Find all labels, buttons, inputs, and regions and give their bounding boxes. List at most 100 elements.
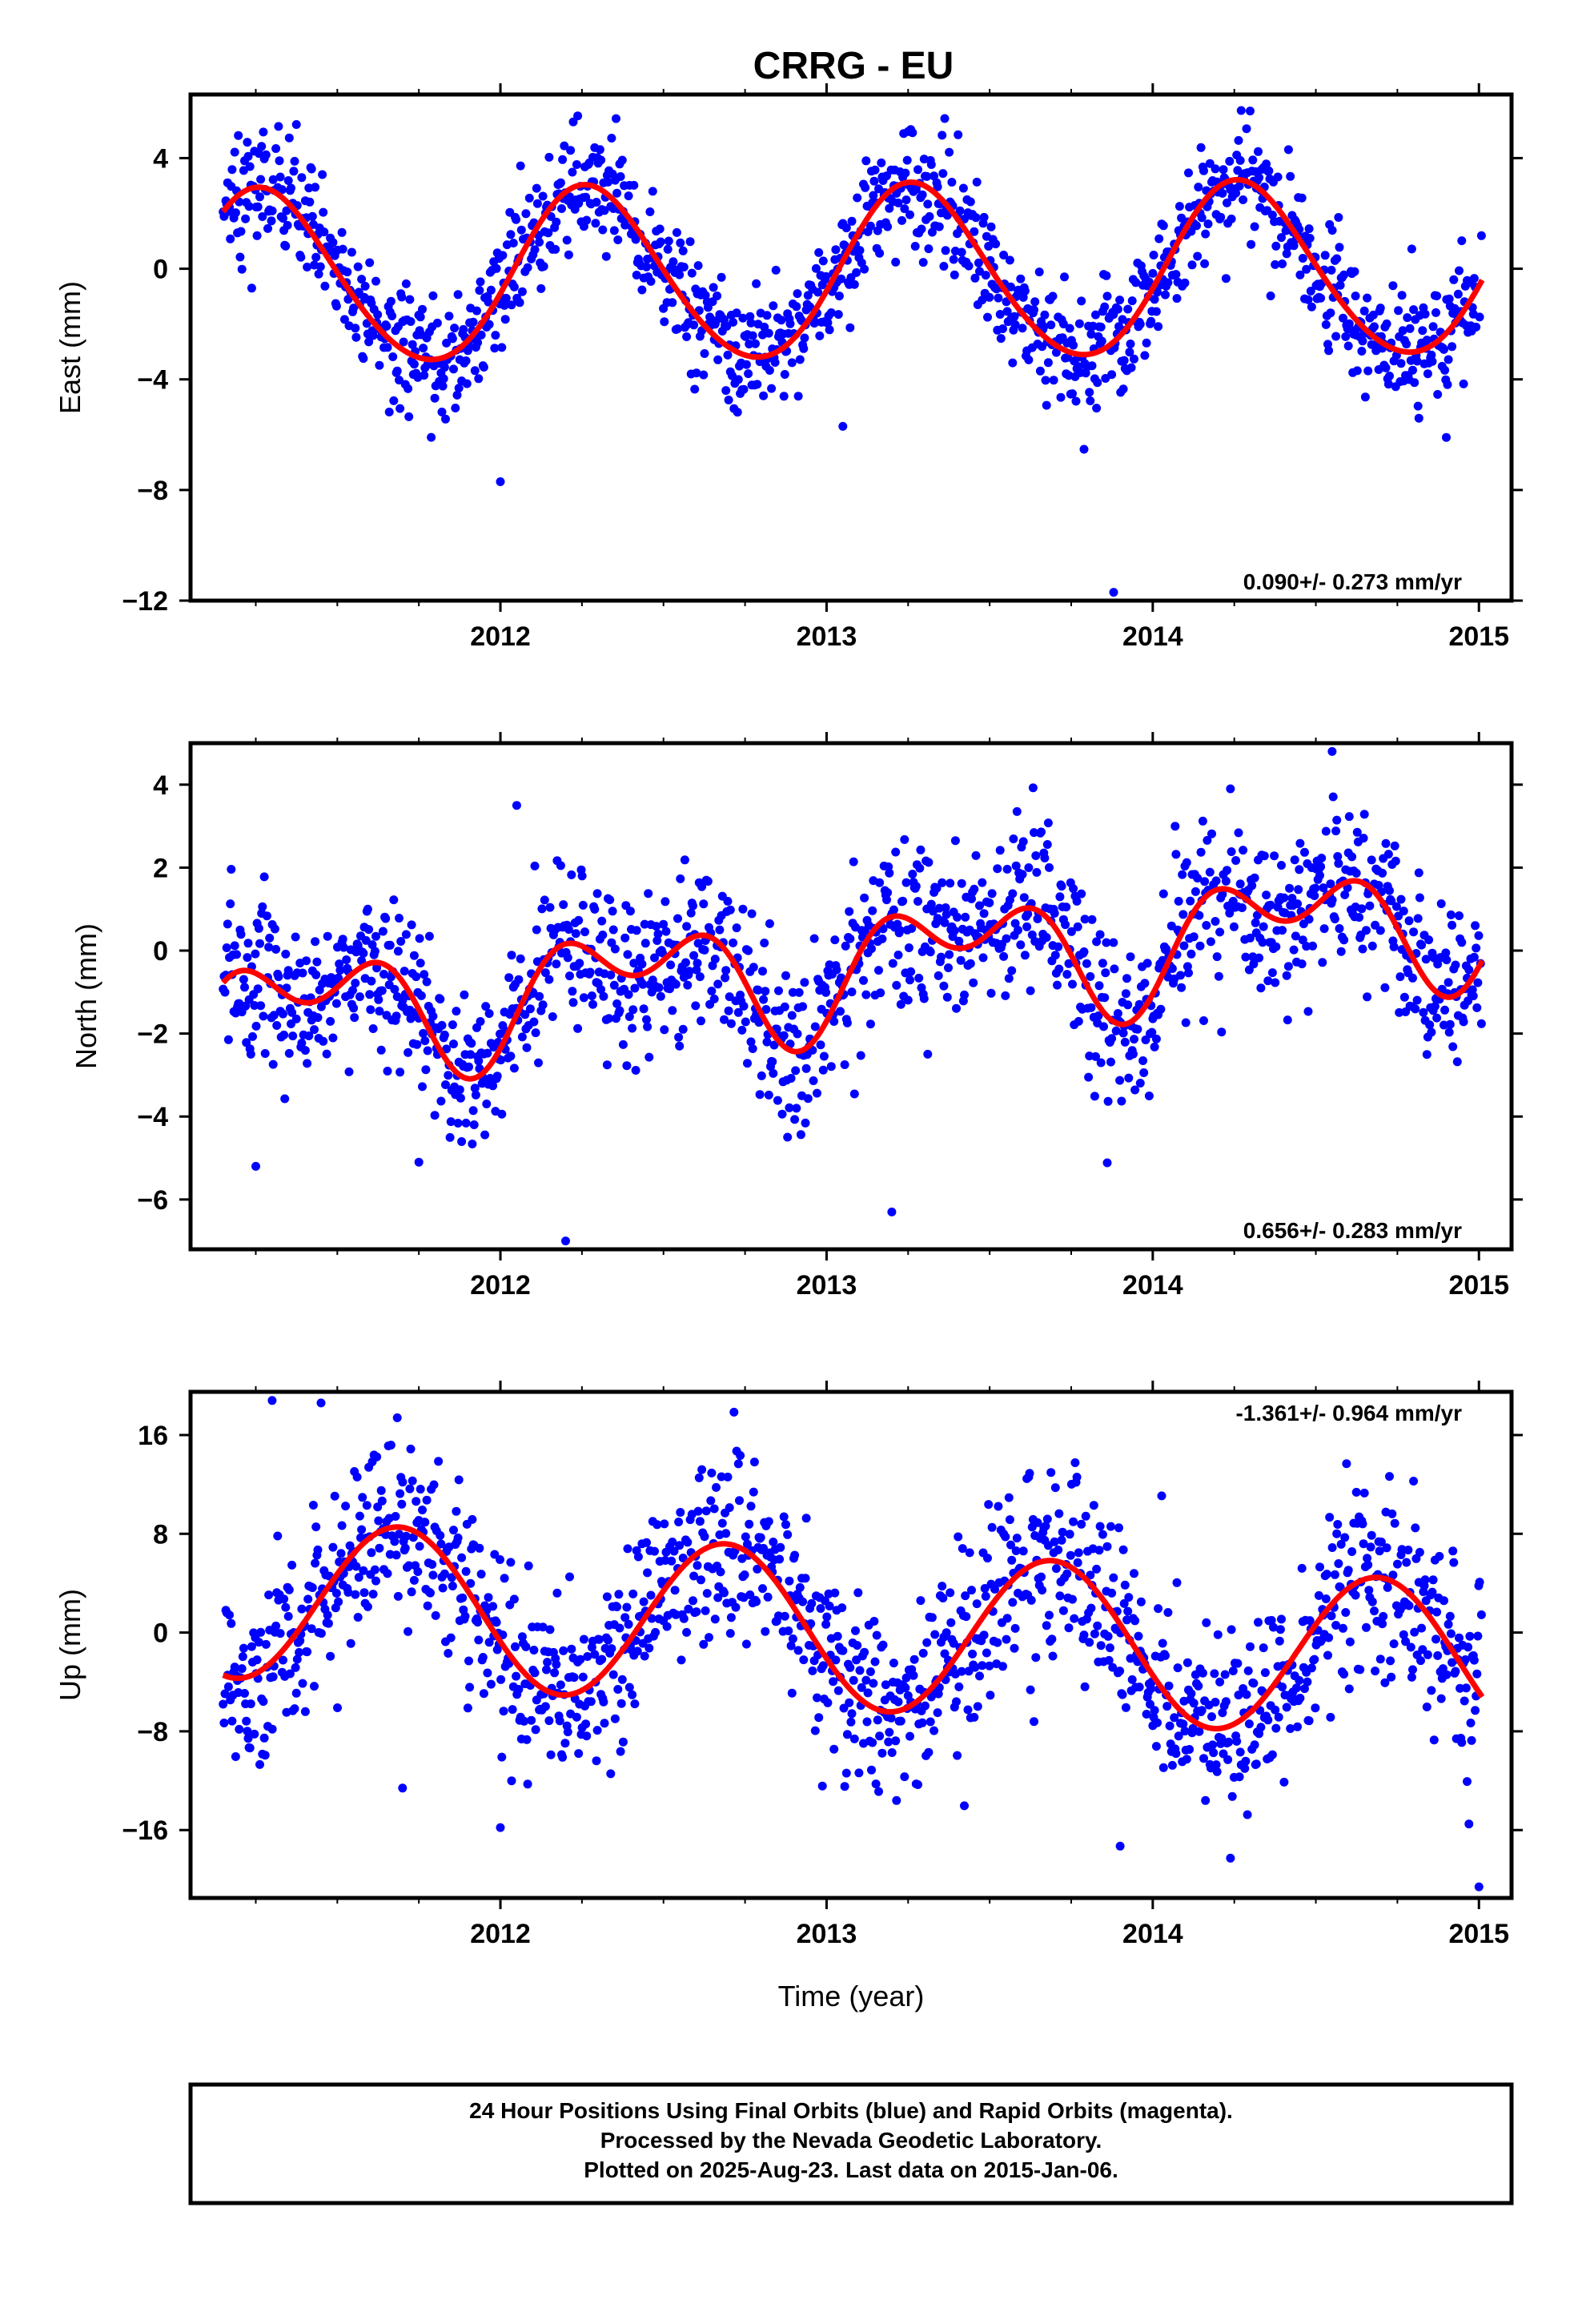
up-data-point [712, 1482, 721, 1492]
up-data-point [753, 1564, 762, 1574]
up-data-point [592, 1756, 601, 1766]
east-data-point [673, 324, 682, 333]
up-data-point [998, 1662, 1007, 1671]
east-data-point [277, 185, 287, 195]
north-data-point [1318, 958, 1327, 967]
east-data-point [709, 283, 718, 292]
up-x-tick-label: 2015 [1448, 1919, 1509, 1949]
up-data-point [607, 1644, 616, 1654]
east-data-point [1410, 378, 1419, 388]
up-data-point [952, 1697, 961, 1707]
up-data-point [1079, 1630, 1089, 1640]
east-data-point [1343, 341, 1353, 351]
east-data-point [1234, 135, 1243, 145]
east-data-point [1233, 166, 1243, 175]
east-data-point [1351, 292, 1360, 301]
north-data-point [1004, 974, 1014, 983]
up-data-point [1428, 1575, 1438, 1585]
north-data-point [1064, 959, 1074, 968]
up-data-point [1386, 1656, 1395, 1666]
up-data-point [1114, 1523, 1123, 1533]
east-data-point [274, 122, 283, 131]
north-data-point [1385, 886, 1394, 895]
east-data-point [234, 131, 243, 140]
east-data-point [1304, 224, 1314, 234]
north-y-tick-label: −6 [137, 1185, 168, 1216]
north-data-point [1378, 868, 1387, 878]
east-data-point [395, 376, 404, 385]
north-data-point [1130, 1035, 1138, 1044]
east-data-point [389, 396, 399, 405]
north-data-point [1170, 822, 1180, 831]
east-data-point [883, 222, 893, 231]
east-data-point [1042, 400, 1051, 410]
east-outlier-point [1442, 432, 1451, 442]
east-data-point [825, 325, 834, 335]
north-data-point [1473, 978, 1483, 987]
east-data-point [1375, 304, 1385, 313]
north-data-point [1446, 910, 1456, 919]
up-data-point [353, 1613, 363, 1622]
north-data-point [297, 1039, 307, 1047]
north-data-point [656, 991, 665, 1001]
north-data-point [1122, 974, 1131, 983]
up-data-point [733, 1459, 743, 1469]
up-data-point [940, 1649, 950, 1659]
up-data-point [1030, 1717, 1038, 1727]
north-data-point [1008, 889, 1018, 899]
east-data-point [922, 171, 932, 181]
north-data-point [251, 1021, 261, 1031]
up-data-point [741, 1639, 751, 1649]
north-data-point [1375, 926, 1385, 935]
up-data-point [853, 1588, 863, 1598]
north-data-point [1332, 815, 1342, 825]
north-data-point [1250, 873, 1259, 883]
up-data-point [993, 1638, 1002, 1647]
north-data-point [412, 1039, 422, 1049]
up-data-point [1098, 1530, 1107, 1539]
east-data-point [733, 375, 743, 384]
east-data-point [591, 219, 600, 228]
north-data-point [1387, 896, 1396, 906]
up-data-point [608, 1670, 618, 1679]
up-data-point [565, 1572, 574, 1582]
north-data-point [592, 889, 602, 899]
up-data-point [970, 1712, 979, 1722]
east-data-point [660, 317, 669, 327]
east-data-point [722, 321, 732, 331]
east-data-point [476, 330, 486, 340]
north-data-point [1100, 993, 1110, 1003]
north-data-point [709, 994, 719, 1003]
north-x-tick-label: 2012 [470, 1270, 531, 1301]
east-data-point [405, 295, 415, 304]
north-data-point [1295, 838, 1305, 848]
east-data-point [679, 263, 689, 271]
north-data-point [946, 879, 955, 888]
east-data-point [1443, 380, 1452, 389]
east-data-point [971, 213, 981, 223]
up-data-point [555, 1716, 564, 1726]
north-data-point [604, 1014, 614, 1023]
east-data-point [1048, 292, 1058, 301]
up-data-point [1215, 1677, 1225, 1687]
east-data-point [566, 146, 576, 155]
north-data-point [652, 936, 662, 945]
north-data-point [259, 1011, 268, 1021]
east-data-point [1005, 255, 1014, 265]
north-data-point [517, 1032, 527, 1042]
north-data-point [401, 930, 411, 939]
north-data-point [1427, 1027, 1436, 1037]
up-data-point [1364, 1586, 1374, 1595]
north-data-point [733, 1007, 743, 1017]
north-data-point [326, 1016, 335, 1026]
north-data-point [300, 1046, 310, 1055]
east-data-point [319, 207, 328, 217]
north-data-point [1390, 841, 1399, 850]
up-data-point [1342, 1459, 1351, 1469]
up-data-point [651, 1627, 661, 1637]
north-data-point [1139, 1068, 1149, 1077]
north-data-point [788, 987, 797, 997]
up-data-point [1271, 1723, 1281, 1733]
